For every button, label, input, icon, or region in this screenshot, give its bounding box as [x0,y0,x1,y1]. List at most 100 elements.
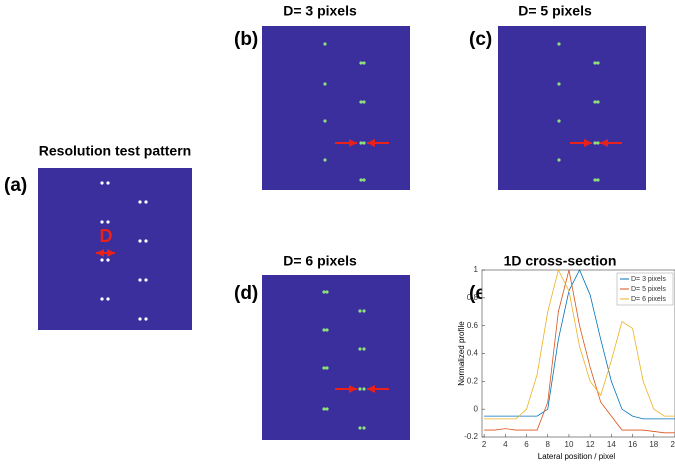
spot [323,42,327,46]
spot [323,82,327,86]
y-tick-label: -0.2 [464,432,478,441]
y-tick-label: 0.6 [467,321,479,330]
spot [358,426,362,430]
image [262,275,410,440]
spot [362,178,366,182]
spot [596,141,600,145]
arrow-head [367,385,375,393]
arrow-head [96,249,104,257]
spot [557,82,561,86]
spot [325,290,329,294]
x-tick-label: 12 [586,440,595,449]
x-tick-label: 2 [482,440,487,449]
arrow-head [349,385,357,393]
spot [322,290,326,294]
spot [106,181,110,185]
spot [106,258,110,262]
annotation: D [100,226,113,246]
chart-title: 1D cross-section [504,253,617,269]
spot [359,178,363,182]
arrow-head [367,139,375,147]
image [498,26,646,190]
spot [362,347,366,351]
legend-label: D= 6 pixels [631,296,666,303]
image [262,26,410,190]
spot [596,100,600,104]
legend-label: D= 3 pixels [631,276,666,283]
spot [144,278,148,282]
x-tick-label: 16 [628,440,637,449]
x-tick-label: 8 [546,440,551,449]
spot [593,141,597,145]
spot [138,239,142,243]
panel-label: (d) [234,283,258,304]
spot [138,278,142,282]
panel-label: (a) [4,175,27,196]
spot [138,317,142,321]
spot [596,178,600,182]
panel-label: (c) [469,29,492,50]
line [484,268,675,420]
y-tick-label: 1 [474,265,479,274]
line [484,269,675,420]
x-tick-label: 6 [524,440,529,449]
spot [144,239,148,243]
spot [362,100,366,104]
spot [358,309,362,313]
panel-title: D= 6 pixels [283,253,357,269]
spot [557,42,561,46]
x-tick-label: 10 [565,440,574,449]
panel-title: Resolution test pattern [39,143,191,159]
x-tick-label: 20 [671,440,675,449]
y-tick-label: 0.4 [467,349,479,358]
spot [593,100,597,104]
image [38,168,192,330]
spot [362,309,366,313]
x-tick-label: 4 [503,440,508,449]
spot [325,328,329,332]
spot [359,100,363,104]
panel-label: (b) [234,29,258,50]
panel-title: D= 3 pixels [283,3,357,19]
spot [557,158,561,162]
spot [323,119,327,123]
spot [100,181,104,185]
x-axis-label: Lateral position / pixel [538,452,616,461]
spot [106,220,110,224]
arrow-head [349,139,357,147]
spot [106,297,110,301]
spot [138,200,142,204]
spot [362,426,366,430]
legend-label: D= 5 pixels [631,286,666,293]
spot [359,61,363,65]
spot [323,158,327,162]
spot [359,141,363,145]
y-tick-label: 0.8 [467,293,479,302]
panel-title: D= 5 pixels [518,3,592,19]
spot [557,119,561,123]
spot [325,407,329,411]
spot [322,328,326,332]
y-tick-label: 0.2 [467,376,479,385]
x-tick-label: 18 [649,440,658,449]
line [484,269,675,434]
spot [362,61,366,65]
spot [100,297,104,301]
spot [358,387,362,391]
spot [100,258,104,262]
spot [322,366,326,370]
arrow-head [600,139,608,147]
y-tick-label: 0 [474,404,479,413]
spot [593,61,597,65]
spot [100,220,104,224]
spot [144,317,148,321]
arrow-head [107,249,115,257]
spot [358,347,362,351]
spot [322,407,326,411]
spot [362,387,366,391]
y-axis-label: Normalized profile [457,321,466,386]
spot [325,366,329,370]
arrow-head [584,139,592,147]
spot [596,61,600,65]
